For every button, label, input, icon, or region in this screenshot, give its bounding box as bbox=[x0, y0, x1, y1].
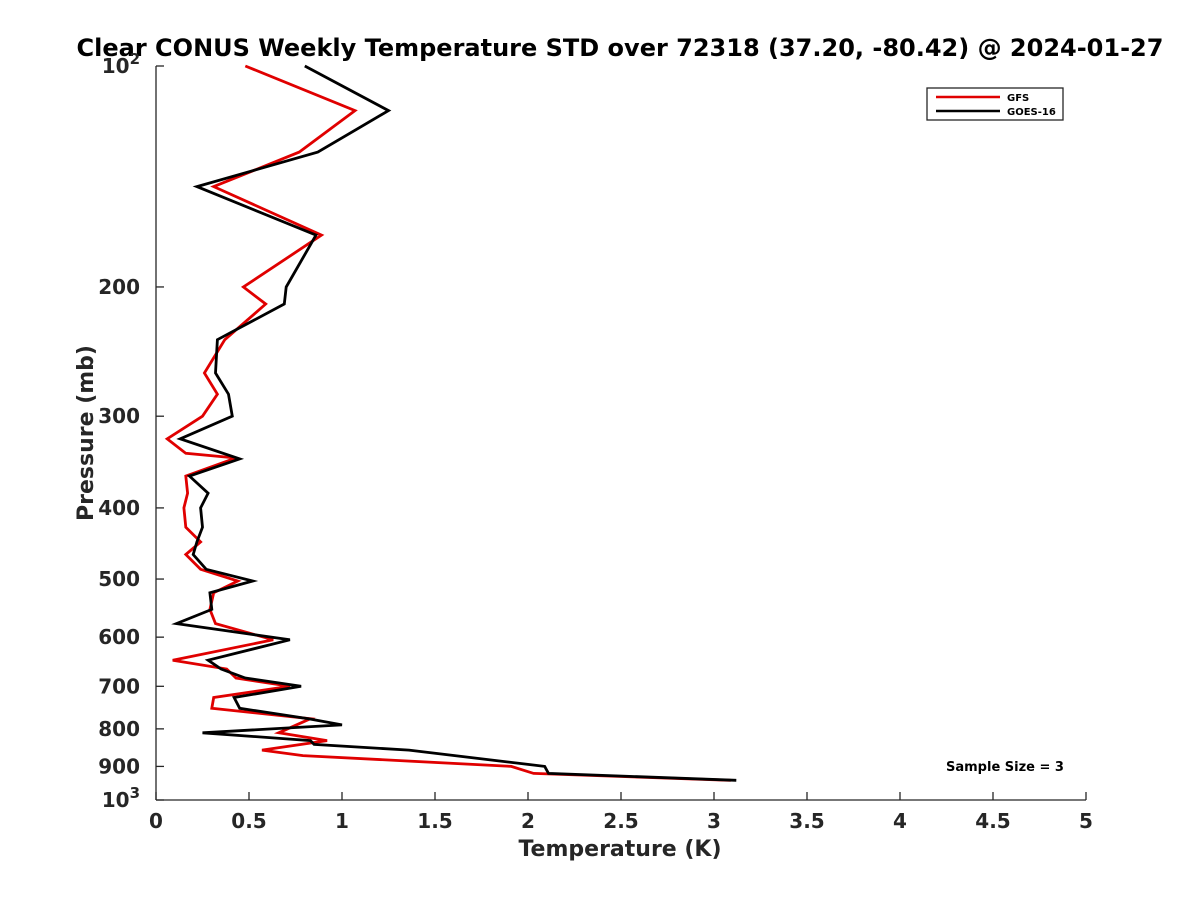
series-line-goes-16 bbox=[171, 64, 737, 782]
y-tick-label: 102 bbox=[102, 50, 140, 78]
x-axis-label: Temperature (K) bbox=[518, 837, 721, 862]
x-tick-label: 0 bbox=[149, 809, 163, 833]
y-tick-label: 900 bbox=[98, 754, 140, 778]
legend: GFS GOES-16 bbox=[926, 87, 1064, 121]
x-tick-label: 1.5 bbox=[417, 809, 452, 833]
plot-area: 0 0.5 1 1.5 2 2.5 3 3.5 4 4.5 5 102 200 300 400 500 600… bbox=[98, 50, 1093, 833]
y-tick-label: 200 bbox=[98, 275, 140, 299]
legend-box bbox=[926, 87, 1064, 121]
x-tick-label: 0.5 bbox=[231, 809, 266, 833]
legend-label: GFS bbox=[1007, 93, 1029, 104]
y-tick-label: 300 bbox=[98, 404, 140, 428]
y-tick-label: 800 bbox=[98, 717, 140, 741]
y-tick-label: 600 bbox=[98, 625, 140, 649]
x-tick-label: 3 bbox=[707, 809, 721, 833]
series-line-gfs bbox=[164, 64, 731, 782]
x-axis-ticks: 0 0.5 1 1.5 2 2.5 3 3.5 4 4.5 5 bbox=[149, 792, 1093, 833]
x-tick-label: 3.5 bbox=[789, 809, 824, 833]
x-tick-label: 4.5 bbox=[975, 809, 1010, 833]
x-tick-label: 5 bbox=[1079, 809, 1093, 833]
series-lines bbox=[164, 64, 737, 782]
legend-entries: GFS GOES-16 bbox=[936, 93, 1056, 118]
x-tick-label: 2.5 bbox=[603, 809, 638, 833]
y-tick-label: 400 bbox=[98, 496, 140, 520]
chart-title: Clear CONUS Weekly Temperature STD over … bbox=[77, 34, 1164, 62]
y-axis-ticks: 102 200 300 400 500 600 700 800 900 103 bbox=[98, 50, 164, 812]
sample-size-annotation: Sample Size = 3 bbox=[946, 760, 1064, 775]
y-axis-label: Pressure (mb) bbox=[74, 345, 99, 521]
y-tick-label: 500 bbox=[98, 567, 140, 591]
y-tick-label: 103 bbox=[102, 784, 140, 812]
x-tick-label: 2 bbox=[521, 809, 535, 833]
x-tick-label: 4 bbox=[893, 809, 907, 833]
legend-label: GOES-16 bbox=[1007, 107, 1056, 118]
y-tick-label: 700 bbox=[98, 674, 140, 698]
x-tick-label: 1 bbox=[335, 809, 349, 833]
